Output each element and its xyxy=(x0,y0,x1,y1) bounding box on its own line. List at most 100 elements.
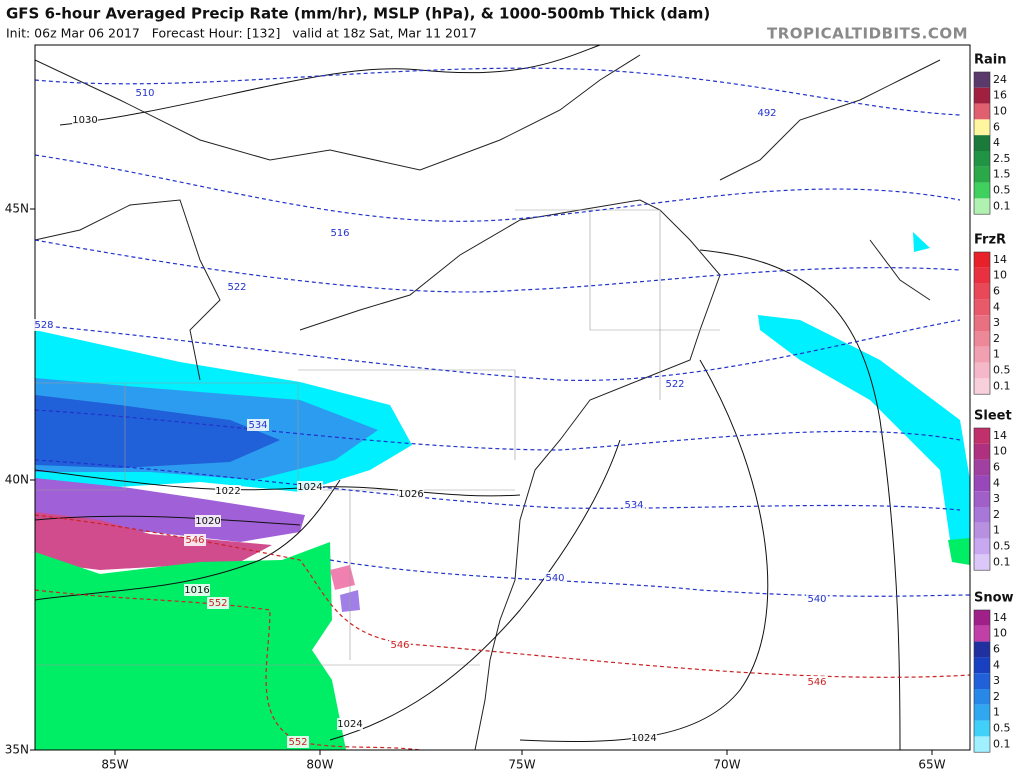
latitude-label: 35N xyxy=(5,743,29,757)
legend-swatch xyxy=(974,166,990,183)
label-bg xyxy=(664,378,686,390)
label-bg xyxy=(623,499,645,511)
label-bg xyxy=(215,485,241,497)
thickness-label: 540 xyxy=(807,594,826,605)
label-bg xyxy=(195,515,221,527)
legend-label: 0.5 xyxy=(993,364,1011,377)
legend-label: 10 xyxy=(993,445,1007,458)
snow-area xyxy=(913,232,930,252)
legend-label: 2 xyxy=(993,690,1000,703)
legend-label: 24 xyxy=(993,73,1007,86)
legend-swatch xyxy=(974,720,990,737)
legend-label: 0.1 xyxy=(993,379,1011,392)
thickness-line xyxy=(34,459,961,511)
legend-frame xyxy=(973,609,991,753)
pressure-label: 1020 xyxy=(195,516,220,527)
longitude-label: 70W xyxy=(713,758,740,772)
legend-swatch xyxy=(974,315,990,331)
latitude-label: 40N xyxy=(5,473,29,487)
label-bg xyxy=(207,597,229,609)
title: GFS 6-hour Averaged Precip Rate (mm/hr),… xyxy=(6,5,710,23)
legend-label: 10 xyxy=(993,269,1007,282)
legend-swatch xyxy=(974,428,990,444)
thickness-line xyxy=(329,559,971,597)
legend-label: 0.5 xyxy=(993,722,1011,735)
label-bg xyxy=(72,114,98,126)
legend-label: 4 xyxy=(993,300,1000,313)
legend-label: 0.1 xyxy=(993,555,1011,568)
thickness-label: 552 xyxy=(288,737,307,748)
thickness-line xyxy=(34,409,961,451)
label-bg xyxy=(287,736,309,748)
legend-label: 1 xyxy=(993,706,1000,719)
legend-swatch xyxy=(974,641,990,658)
legend-swatch xyxy=(974,657,990,674)
pressure-label: 1024 xyxy=(631,733,656,744)
legend-swatch xyxy=(974,267,990,284)
legend-swatch xyxy=(974,673,990,689)
legend-swatch xyxy=(974,283,990,300)
legend-swatch xyxy=(974,346,990,363)
label-bg xyxy=(337,718,363,730)
legend-swatch xyxy=(974,610,990,626)
legend-label: 10 xyxy=(993,627,1007,640)
isobar xyxy=(699,249,901,751)
legend-label: 0.5 xyxy=(993,540,1011,553)
thickness-label: 546 xyxy=(807,677,826,688)
longitude-label: 65W xyxy=(918,758,945,772)
thickness-label: 534 xyxy=(624,500,643,511)
label-bg xyxy=(544,572,566,584)
legend-swatch xyxy=(974,689,990,705)
isobar xyxy=(519,359,769,743)
thickness-label: 546 xyxy=(390,640,409,651)
legend-label: 16 xyxy=(993,89,1007,102)
legend-swatch xyxy=(974,554,990,571)
legend-label: 0.1 xyxy=(993,199,1011,212)
thickness-line xyxy=(34,319,961,381)
map xyxy=(34,44,971,751)
snow-area xyxy=(35,395,280,468)
legend-label: 2.5 xyxy=(993,152,1011,165)
legend-label: 1 xyxy=(993,524,1000,537)
legend-title: Sleet xyxy=(974,409,1012,424)
thickness-label: 516 xyxy=(330,228,349,239)
legend-label: 0.1 xyxy=(993,737,1011,750)
map-frame xyxy=(34,44,971,751)
label-bg xyxy=(756,107,778,119)
legend-swatch xyxy=(974,299,990,316)
label-bg xyxy=(134,87,156,99)
legend-label: 14 xyxy=(993,429,1007,442)
legend-label: 14 xyxy=(993,611,1007,624)
thickness-label: 522 xyxy=(227,282,246,293)
legend-frame xyxy=(973,71,991,215)
legend-swatch xyxy=(974,736,990,753)
legend-label: 6 xyxy=(993,120,1000,133)
legend-swatch xyxy=(974,538,990,555)
label-bg xyxy=(33,319,55,331)
legend-swatch xyxy=(974,151,990,167)
legend-swatch xyxy=(974,459,990,476)
legend-label: 3 xyxy=(993,316,1000,329)
subtitle: Init: 06z Mar 06 2017 Forecast Hour: [13… xyxy=(6,26,477,41)
legend-label: 1.5 xyxy=(993,168,1011,181)
label-bg xyxy=(398,488,424,500)
thickness-label: 528 xyxy=(34,320,53,331)
pressure-label: 1024 xyxy=(337,719,362,730)
legend-swatch xyxy=(974,252,990,268)
thickness-label: 546 xyxy=(185,535,204,546)
isobar xyxy=(59,44,601,126)
thickness-line xyxy=(34,67,961,116)
longitude-label: 85W xyxy=(101,758,128,772)
thickness-line xyxy=(34,514,971,678)
legend-label: 3 xyxy=(993,674,1000,687)
legend-label: 14 xyxy=(993,253,1007,266)
pressure-label: 1016 xyxy=(184,585,209,596)
thickness-label: 540 xyxy=(545,573,564,584)
legend-title: Snow xyxy=(974,591,1014,606)
legend-label: 6 xyxy=(993,643,1000,656)
legend-label: 6 xyxy=(993,285,1000,298)
legend-title: FrzR xyxy=(974,233,1006,248)
legend-label: 6 xyxy=(993,461,1000,474)
thickness-line xyxy=(34,154,961,222)
